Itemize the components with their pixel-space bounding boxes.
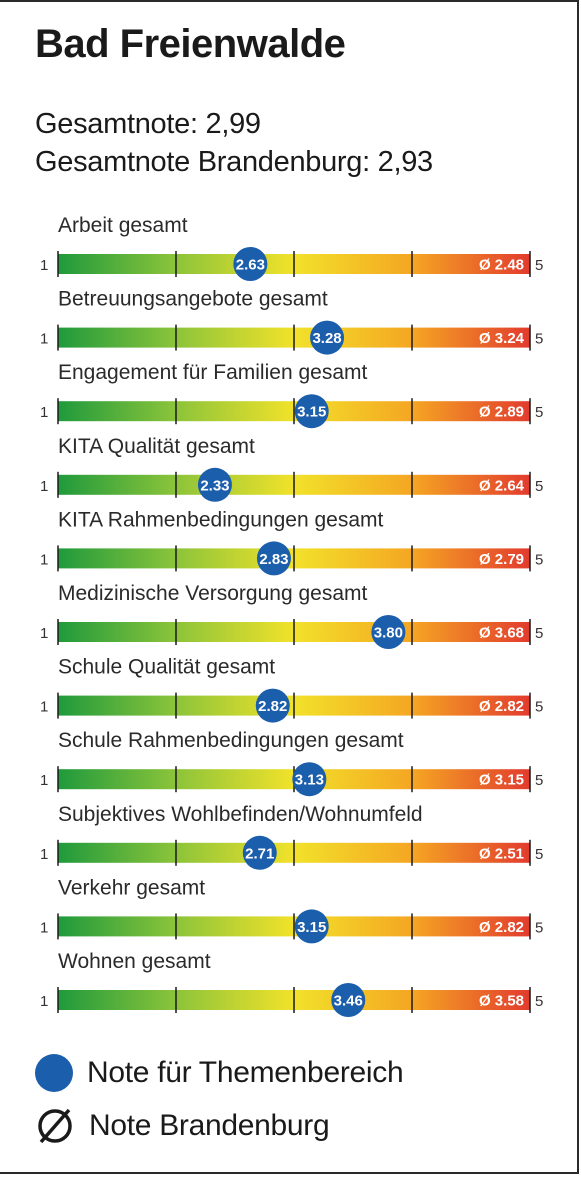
- legend-average: Note Brandenburg: [35, 1106, 330, 1146]
- category-label: Verkehr gesamt: [58, 876, 205, 899]
- score-label: 3.15: [297, 404, 326, 421]
- rating-row: Subjektives Wohlbefinden/Wohnumfeld 1 5 Ø 2…: [40, 803, 543, 870]
- scale-min-label: 1: [40, 919, 48, 936]
- score-marker: [256, 541, 291, 576]
- legend-score-label: Note für Themenbereich: [87, 1056, 404, 1089]
- score-marker: [371, 615, 406, 649]
- score-label: 3.15: [297, 919, 326, 936]
- score-label: 3.46: [334, 993, 363, 1010]
- rating-chart: Arbeit gesamt 1 5 Ø 2.48 2.63 Betreuungsangeb…: [40, 214, 543, 1017]
- scale-max-label: 5: [535, 625, 543, 642]
- scale-max-label: 5: [535, 846, 543, 863]
- average-label: Ø 2.79: [479, 551, 524, 568]
- category-label: Wohnen gesamt: [58, 950, 211, 973]
- scale-min-label: 1: [40, 625, 48, 642]
- scale-min-label: 1: [40, 551, 48, 568]
- category-label: Engagement für Familien gesamt: [58, 361, 367, 384]
- category-label: KITA Rahmenbedingungen gesamt: [58, 508, 383, 531]
- scale-max-label: 5: [535, 772, 543, 789]
- score-label: 3.80: [374, 625, 403, 642]
- average-label: Ø 2.82: [479, 919, 524, 936]
- rating-row: Betreuungsangebote gesamt 1 5 Ø 3.24 3.28: [40, 288, 543, 355]
- overall-score: Gesamtnote: 2,99: [35, 108, 261, 140]
- scale-max-label: 5: [535, 257, 543, 274]
- scale-max-label: 5: [535, 331, 543, 348]
- scale-max-label: 5: [535, 993, 543, 1010]
- scale-max-label: 5: [535, 551, 543, 568]
- average-label: Ø 2.82: [479, 698, 524, 715]
- average-label: Ø 3.15: [479, 772, 524, 789]
- scale-max-label: 5: [535, 699, 543, 716]
- category-label: Betreuungsangebote gesamt: [58, 288, 328, 311]
- scale-min-label: 1: [40, 699, 48, 716]
- blue-dot-icon: [35, 1054, 73, 1092]
- score-label: 2.63: [236, 257, 265, 274]
- score-marker: [233, 247, 268, 281]
- score-label: 2.82: [258, 698, 287, 715]
- scale-max-label: 5: [535, 478, 543, 495]
- scale-min-label: 1: [40, 478, 48, 495]
- rating-row: Arbeit gesamt 1 5 Ø 2.48 2.63: [40, 214, 543, 281]
- average-label: Ø 2.48: [479, 257, 524, 274]
- rating-row: Engagement für Familien gesamt 1 5 Ø 2.89 3.…: [40, 361, 543, 429]
- score-label: 3.13: [295, 772, 324, 789]
- rating-row: Wohnen gesamt 1 5 Ø 3.58 3.46: [40, 950, 543, 1017]
- score-label: 2.71: [245, 845, 274, 862]
- score-label: 2.83: [259, 551, 288, 568]
- score-marker: [255, 688, 290, 723]
- category-label: Schule Qualität gesamt: [58, 656, 275, 679]
- category-label: Medizinische Versorgung gesamt: [58, 582, 367, 605]
- average-label: Ø 3.58: [479, 993, 524, 1010]
- scale-min-label: 1: [40, 846, 48, 863]
- score-marker: [197, 467, 232, 502]
- average-label: Ø 3.68: [479, 625, 524, 642]
- rating-row: Schule Rahmenbedingungen gesamt 1 5 Ø 3.15 3…: [40, 729, 543, 797]
- scale-max-label: 5: [535, 404, 543, 421]
- average-label: Ø 2.89: [479, 404, 524, 421]
- score-label: 3.28: [312, 330, 341, 347]
- score-marker: [292, 762, 327, 797]
- average-symbol-icon: [38, 1108, 72, 1144]
- score-marker: [242, 835, 277, 870]
- scale-min-label: 1: [40, 772, 48, 789]
- average-label: Ø 2.51: [479, 845, 524, 862]
- category-label: Arbeit gesamt: [58, 214, 188, 237]
- average-label: Ø 2.64: [479, 477, 525, 494]
- rating-row: KITA Qualität gesamt 1 5 Ø 2.64 2.33: [40, 435, 543, 502]
- overall-score-brandenburg: Gesamtnote Brandenburg: 2,93: [35, 146, 433, 178]
- legend-score: Note für Themenbereich: [35, 1054, 404, 1092]
- scale-max-label: 5: [535, 919, 543, 936]
- scale-min-label: 1: [40, 404, 48, 421]
- score-marker: [294, 909, 329, 944]
- legend-average-label: Note Brandenburg: [89, 1109, 330, 1142]
- rating-row: Medizinische Versorgung gesamt 1 5 Ø 3.68 3.…: [40, 582, 543, 649]
- rating-row: Verkehr gesamt 1 5 Ø 2.82 3.15: [40, 876, 543, 944]
- category-label: Subjektives Wohlbefinden/Wohnumfeld: [58, 803, 423, 826]
- scale-min-label: 1: [40, 331, 48, 348]
- rating-row: Schule Qualität gesamt 1 5 Ø 2.82 2.82: [40, 656, 543, 723]
- scale-min-label: 1: [40, 257, 48, 274]
- score-marker: [310, 320, 345, 355]
- rating-row: KITA Rahmenbedingungen gesamt 1 5 Ø 2.79 2.8…: [40, 508, 543, 576]
- page-title: Bad Freienwalde: [35, 22, 346, 66]
- score-label: 2.33: [200, 477, 229, 494]
- scale-min-label: 1: [40, 993, 48, 1010]
- score-marker: [294, 394, 329, 429]
- category-label: KITA Qualität gesamt: [58, 435, 255, 458]
- category-label: Schule Rahmenbedingungen gesamt: [58, 729, 404, 752]
- score-marker: [331, 983, 366, 1017]
- average-label: Ø 3.24: [479, 330, 525, 347]
